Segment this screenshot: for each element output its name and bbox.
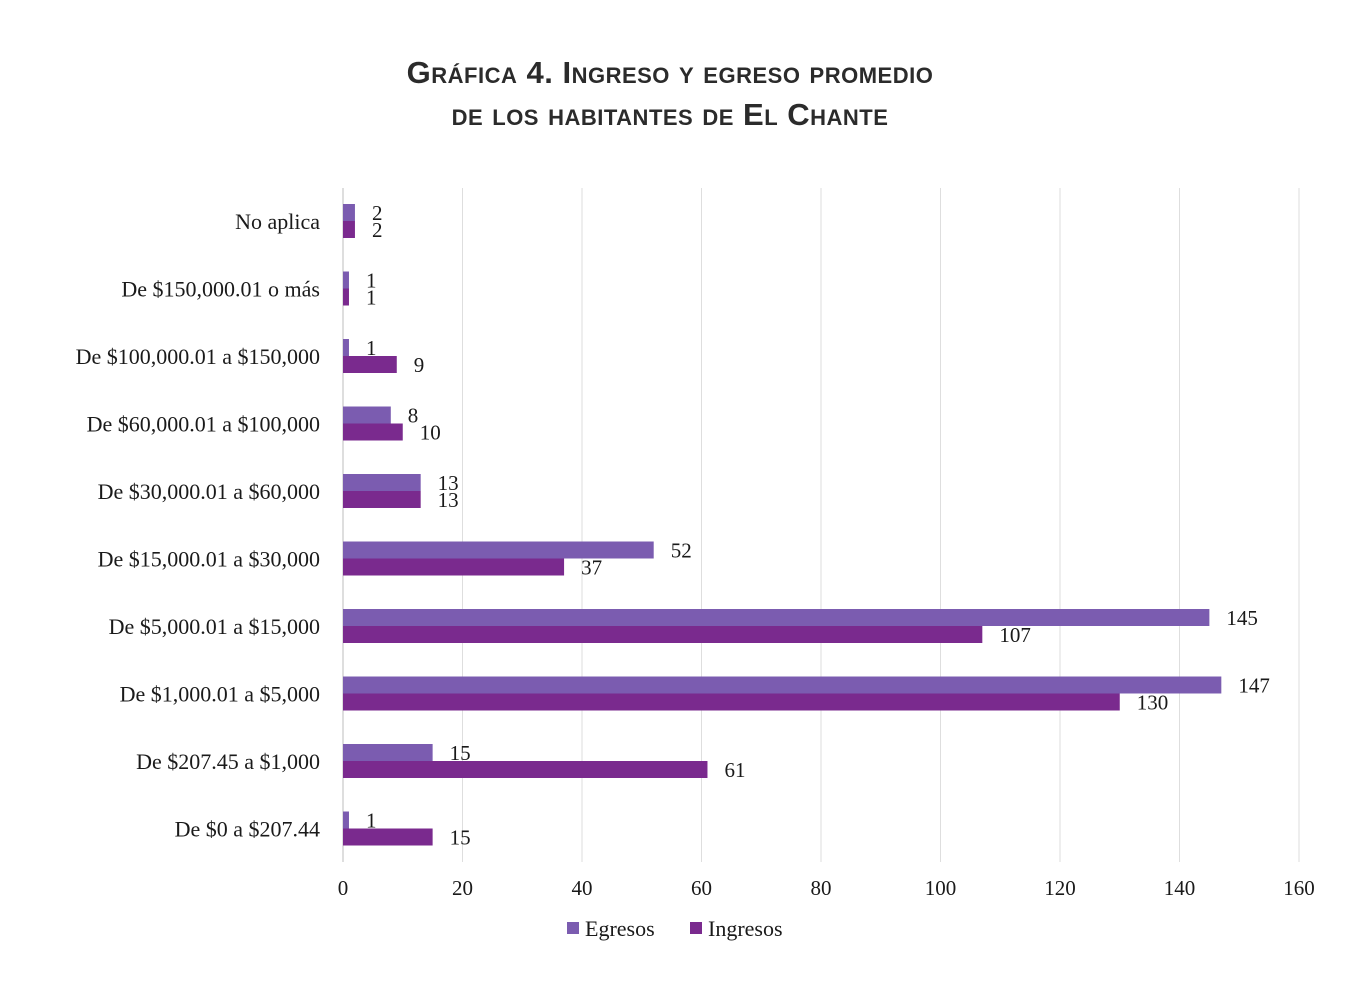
data-label-egresos: 1 <box>366 269 377 293</box>
data-label-ingresos: 13 <box>438 488 459 512</box>
data-label-ingresos: 1 <box>366 286 377 310</box>
bar-egresos <box>343 609 1210 626</box>
bar-ingresos <box>343 693 1120 711</box>
legend-swatch-ingresos <box>690 922 702 934</box>
x-tick-label: 20 <box>452 876 473 900</box>
legend-label-egresos: Egresos <box>585 916 655 941</box>
bar-egresos <box>343 474 421 491</box>
bar-egresos <box>343 339 349 356</box>
data-label-egresos: 13 <box>438 471 459 495</box>
bar-egresos <box>343 406 391 424</box>
data-label-ingresos: 37 <box>581 556 602 580</box>
data-label-egresos: 52 <box>671 539 692 563</box>
data-label-ingresos: 130 <box>1137 691 1169 715</box>
data-label-ingresos: 107 <box>999 623 1030 647</box>
data-label-egresos: 1 <box>366 809 377 833</box>
data-label-egresos: 1 <box>366 336 377 360</box>
x-tick-label: 60 <box>691 876 712 900</box>
bar-egresos <box>343 676 1222 694</box>
bar-egresos <box>343 744 433 761</box>
bar-egresos <box>343 811 349 829</box>
bar-ingresos <box>343 626 983 643</box>
bar-ingresos <box>343 491 421 508</box>
chart-title: Gráfica 4. Ingreso y egreso promedio de … <box>0 52 1340 136</box>
category-label: De $0 a $207.44 <box>175 817 320 842</box>
bar-ingresos <box>343 761 708 778</box>
data-label-egresos: 8 <box>408 404 419 428</box>
legend-swatch-egresos <box>567 922 579 934</box>
legend-label-ingresos: Ingresos <box>708 916 783 941</box>
category-label: De $30,000.01 a $60,000 <box>98 479 320 504</box>
chart-title-line-2: de los habitantes de El Chante <box>451 97 889 132</box>
data-label-egresos: 2 <box>372 201 383 225</box>
x-tick-label: 120 <box>1044 876 1076 900</box>
bar-egresos <box>343 204 355 221</box>
x-tick-label: 160 <box>1283 876 1315 900</box>
bar-ingresos <box>343 828 433 846</box>
data-label-egresos: 145 <box>1226 606 1258 630</box>
category-label: De $100,000.01 a $150,000 <box>76 344 320 369</box>
category-label: De $207.45 a $1,000 <box>136 749 320 774</box>
chart-title-line-1: Gráfica 4. Ingreso y egreso promedio <box>406 55 934 90</box>
x-tick-label: 100 <box>925 876 957 900</box>
data-label-ingresos: 61 <box>724 758 745 782</box>
category-label: De $1,000.01 a $5,000 <box>120 682 320 707</box>
bar-ingresos <box>343 288 349 306</box>
data-label-egresos: 147 <box>1238 674 1270 698</box>
data-label-ingresos: 9 <box>414 353 425 377</box>
x-tick-label: 140 <box>1164 876 1196 900</box>
category-label: De $60,000.01 a $100,000 <box>87 412 320 437</box>
bar-ingresos <box>343 423 403 441</box>
bar-egresos <box>343 271 349 289</box>
data-label-ingresos: 2 <box>372 218 383 242</box>
bar-ingresos <box>343 558 565 576</box>
category-label: De $5,000.01 a $15,000 <box>109 614 320 639</box>
category-label: De $15,000.01 a $30,000 <box>98 547 320 572</box>
bar-egresos <box>343 541 654 559</box>
data-label-ingresos: 15 <box>450 826 471 850</box>
data-label-ingresos: 10 <box>420 421 441 445</box>
x-tick-label: 40 <box>572 876 593 900</box>
bar-ingresos <box>343 356 397 373</box>
x-tick-label: 80 <box>811 876 832 900</box>
data-label-egresos: 15 <box>450 741 471 765</box>
bar-ingresos <box>343 221 355 238</box>
category-label: No aplica <box>235 209 320 234</box>
category-label: De $150,000.01 o más <box>121 277 320 302</box>
x-tick-label: 0 <box>338 876 349 900</box>
